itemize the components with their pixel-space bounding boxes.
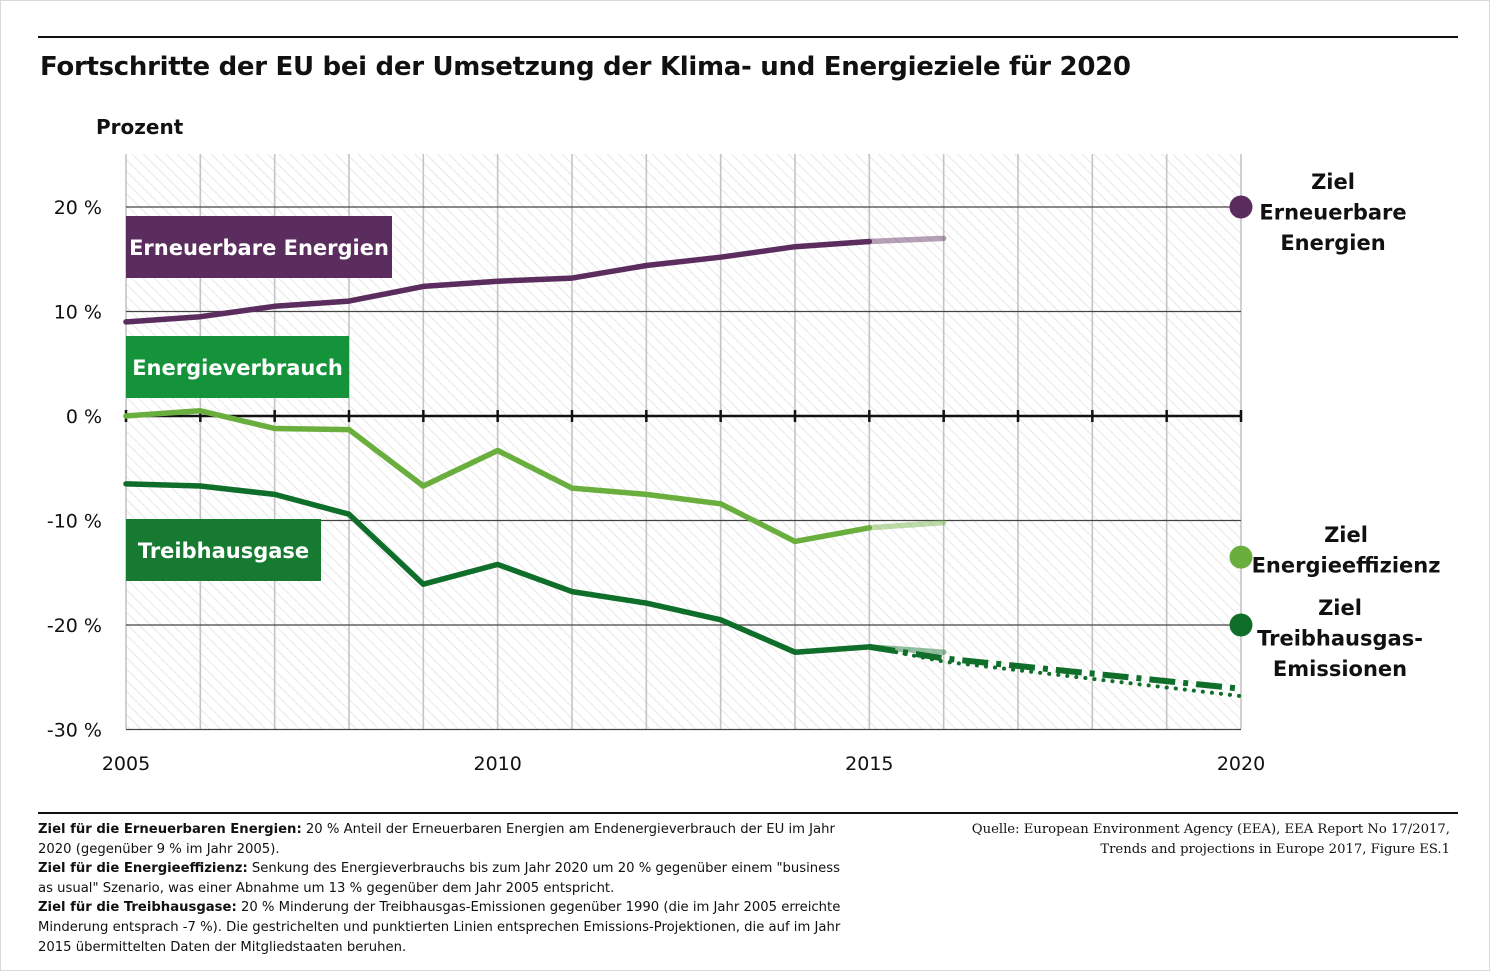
y-tick-label: -20 % <box>47 615 102 637</box>
note-renewables-text: 20 % Anteil der Erneuerbaren Energien am… <box>38 822 835 857</box>
x-tick-label: 2010 <box>473 753 521 775</box>
note-renewables-label: Ziel für die Erneuerbaren Energien: <box>38 822 302 837</box>
greenhouse-gases-estimate-line <box>866 644 947 655</box>
footnotes: Ziel für die Erneuerbaren Energien: 20 %… <box>38 820 858 957</box>
source-line-1: Quelle: European Environment Agency (EEA… <box>971 822 1450 837</box>
target-efficiency-label-line: Ziel <box>1324 523 1368 547</box>
greenhouse-gases-line <box>123 481 873 655</box>
energy-consumption-label: Energieverbrauch <box>132 356 343 380</box>
greenhouse-gases-target-marker <box>1229 613 1253 637</box>
note-efficiency-text: Senkung des Energieverbrauchs bis zum Ja… <box>38 861 841 896</box>
greenhouse-gases-label-box <box>126 519 321 581</box>
x-tick-label: 2005 <box>102 753 150 775</box>
top-rule <box>38 36 1458 38</box>
target-renewables-label-line: Energien <box>1280 231 1385 255</box>
note-efficiency-label: Ziel für die Energieeffizienz: <box>38 861 248 877</box>
note-ghg-text: 20 % Minderung der Treibhausgas-Emission… <box>38 900 841 955</box>
note-ghg: Ziel für die Treibhausgase: 20 % Minderu… <box>38 898 858 957</box>
y-tick-label: -10 % <box>47 511 102 533</box>
y-tick-label: 0 % <box>66 406 102 428</box>
x-tick-label: 2015 <box>845 753 893 775</box>
source-credit: Quelle: European Environment Agency (EEA… <box>930 820 1450 859</box>
bottom-rule <box>38 812 1458 814</box>
energy-consumption-target-marker <box>1229 545 1253 569</box>
y-tick-label: 20 % <box>54 197 102 219</box>
target-renewables-label-line: Erneuerbare <box>1259 201 1406 225</box>
energy-consumption-estimate-line <box>866 519 947 531</box>
line-chart: Erneuerbare Energien Energieverbrauch Trei… <box>47 115 1441 775</box>
source-line-2: Trends and projections in Europe 2017, F… <box>1100 841 1450 857</box>
target-ghg-label-line: Ziel <box>1318 596 1362 620</box>
renewables-line <box>123 238 873 325</box>
target-ghg-label-line: Treibhausgas- <box>1257 627 1423 651</box>
renewables-estimate-line <box>866 235 947 245</box>
renewables-target-marker <box>1229 195 1253 219</box>
target-renewables-label-line: Ziel <box>1311 170 1355 194</box>
greenhouse-gases-label: Treibhausgase <box>138 539 309 563</box>
energy-consumption-line <box>123 408 873 545</box>
renewables-label: Erneuerbare Energien <box>129 236 389 260</box>
renewables-label-box <box>126 216 392 278</box>
y-tick-label: 10 % <box>54 302 102 324</box>
note-renewables: Ziel für die Erneuerbaren Energien: 20 %… <box>38 820 858 859</box>
y-tick-label: -30 % <box>47 720 102 742</box>
chart-title: Fortschritte der EU bei der Umsetzung de… <box>40 52 1131 82</box>
y-axis-label: Prozent <box>96 115 184 139</box>
energy-consumption-label-box <box>126 336 349 398</box>
note-efficiency: Ziel für die Energieeffizienz: Senkung d… <box>38 859 858 898</box>
x-tick-label: 2020 <box>1217 753 1265 775</box>
greenhouse-gases-projection-dashed <box>868 643 1242 692</box>
note-ghg-label: Ziel für die Treibhausgase: <box>38 900 237 916</box>
target-efficiency-label-line: Energieeffizienz <box>1252 554 1441 578</box>
target-ghg-label-line: Emissionen <box>1273 657 1407 681</box>
